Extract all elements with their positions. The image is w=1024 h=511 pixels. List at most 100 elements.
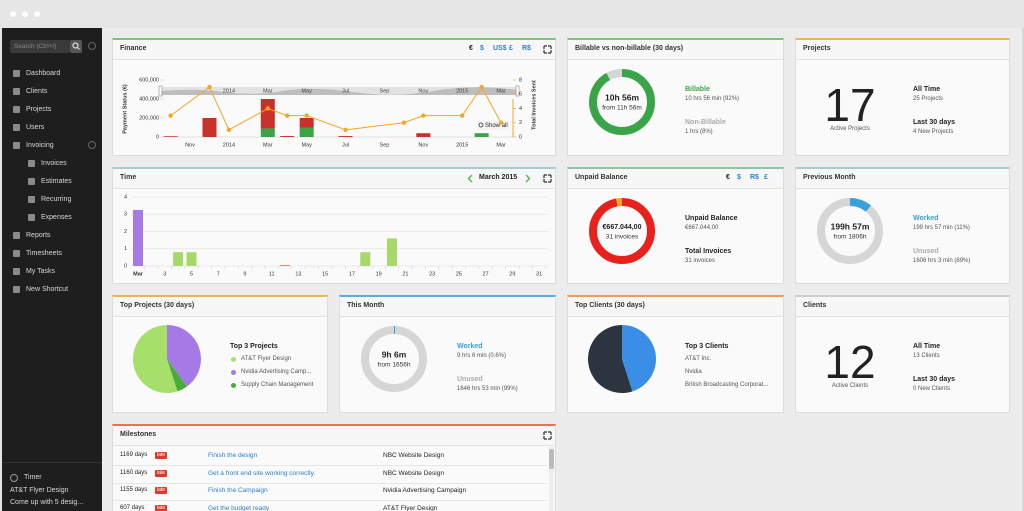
scrollbar-thumb[interactable]	[549, 449, 554, 469]
menu-item[interactable]: New Shortcut	[26, 286, 69, 293]
timer-task: Come up with 5 desig...	[10, 499, 84, 506]
currency-button[interactable]: £	[509, 45, 513, 52]
currency-button[interactable]: €	[726, 174, 730, 181]
show-all-button[interactable]	[477, 121, 509, 130]
stat-value: 0 New Clients	[913, 386, 951, 392]
milestone-task[interactable]: Finish the Campaign	[208, 487, 268, 494]
legend-label: Total Invoices	[685, 248, 732, 255]
legend-detail: 9 hrs 6 min (0.6%)	[457, 353, 507, 359]
menu-item[interactable]: My Tasks	[26, 268, 56, 275]
menu-item[interactable]: Clients	[26, 88, 48, 95]
window-dot[interactable]	[34, 11, 40, 17]
legend-label: British Broadcasting Corporat...	[685, 382, 769, 388]
count-label: Active Clients	[831, 383, 869, 389]
line-point	[421, 113, 426, 118]
x-tick-label: Nov	[418, 142, 428, 148]
donut-segment	[817, 198, 883, 264]
timer-label[interactable]: Timer	[24, 474, 42, 481]
legend-label: Billable	[685, 86, 710, 93]
menu-item[interactable]: Expenses	[41, 214, 72, 221]
menu-item[interactable]: Invoicing	[26, 142, 54, 149]
menu-item[interactable]: Recurring	[41, 196, 72, 203]
expand-icon[interactable]	[543, 174, 552, 183]
show-all-label[interactable]: Show all	[485, 123, 508, 129]
currency-button[interactable]: R$	[750, 174, 759, 181]
currency-button[interactable]: $	[737, 174, 741, 181]
y2-tick-label: 6	[519, 92, 522, 98]
milestone-days: 607 days	[120, 504, 145, 511]
frame-edge	[1022, 28, 1024, 511]
currency-button[interactable]: R$	[522, 45, 531, 52]
pie-slice	[133, 325, 178, 393]
next-button[interactable]	[525, 174, 531, 183]
navigator-handle[interactable]	[158, 85, 163, 97]
line-point	[479, 84, 484, 90]
prev-button[interactable]	[467, 174, 473, 183]
legend-detail: €667.044,00	[685, 225, 719, 231]
search-box[interactable]: Search (Ctrl+/)	[10, 40, 70, 53]
legend-detail: 10 hrs 56 min (92%)	[685, 96, 740, 102]
count-label: Active Projects	[830, 126, 870, 132]
y-axis-title: Payment Status (€)	[122, 84, 128, 134]
expand-icon[interactable]	[543, 45, 552, 54]
widget-header: Projects	[796, 40, 1009, 60]
menu-icon	[28, 214, 35, 221]
stat-label: Last 30 days	[913, 376, 956, 383]
widget-title: Billable vs non-billable (30 days)	[575, 45, 684, 52]
milestone-task[interactable]: Get the budget ready	[208, 504, 270, 511]
window-dot[interactable]	[22, 11, 28, 17]
currency-button[interactable]: £	[764, 174, 768, 181]
bar-segment	[260, 99, 275, 129]
menu-icon	[13, 232, 20, 239]
legend-label: Unpaid Balance	[685, 215, 738, 222]
menu-item[interactable]: Projects	[26, 106, 52, 113]
x-tick-label: 25	[456, 271, 462, 277]
previous-month-widget: Previous Month 199h 57m from 1806h Worked 1…	[795, 167, 1010, 284]
donut-center: 199h 57m	[831, 221, 870, 231]
scrollbar-track	[549, 447, 554, 511]
search-button[interactable]	[70, 40, 82, 53]
expand-icon[interactable]	[543, 431, 552, 440]
milestone-task[interactable]: Get a front end site working correctly.	[208, 469, 316, 477]
navigator-handle[interactable]	[515, 85, 520, 97]
milestone-days: 1160 days	[120, 469, 148, 476]
menu-item[interactable]: Users	[26, 124, 45, 131]
currency-button[interactable]: $	[480, 45, 484, 52]
widget-header: Milestones	[113, 426, 555, 446]
window-dot[interactable]	[10, 11, 16, 17]
bar-segment	[280, 265, 291, 266]
x-tick-label: Mar	[263, 142, 273, 148]
donut-subtext: from 11h 56m	[602, 105, 642, 112]
x-tick-label: Mar	[496, 142, 506, 148]
donut-chart: 9h 6m from 1656h	[361, 326, 427, 392]
period-label: March 2015	[479, 174, 518, 181]
currency-button[interactable]: €	[469, 45, 473, 52]
line-point	[285, 113, 290, 118]
collapse-button[interactable]	[88, 42, 96, 50]
menu-item[interactable]: Timesheets	[26, 250, 62, 257]
donut-segment	[589, 198, 655, 264]
menu-item[interactable]: Estimates	[41, 178, 72, 185]
widget-header: This Month	[340, 297, 555, 317]
currency-button[interactable]: US$	[493, 45, 507, 52]
unpaid-widget: Unpaid Balance €667.044,00 31 invoices Unp…	[567, 167, 784, 284]
menu-icon	[28, 196, 35, 203]
bar-segment	[416, 133, 431, 137]
search-icon	[72, 42, 80, 50]
line-point	[304, 113, 309, 118]
x-tick-label: 13	[295, 271, 301, 277]
legend-label: Non-Billable	[685, 119, 726, 126]
x-tick-label: 11	[269, 271, 275, 277]
bar-segment	[202, 118, 217, 137]
x-tick-label: 19	[376, 271, 382, 277]
x-tick-label: 15	[322, 271, 328, 277]
navigator-label: Sep	[380, 88, 390, 94]
milestone-task[interactable]: Finish the design	[208, 452, 258, 459]
menu-item[interactable]: Reports	[26, 232, 51, 239]
x-tick-label: Jul	[342, 142, 349, 148]
expand-toggle[interactable]	[88, 141, 96, 149]
navigator-series	[161, 87, 517, 95]
menu-item[interactable]: Invoices	[41, 160, 67, 167]
menu-item[interactable]: Dashboard	[26, 70, 61, 77]
